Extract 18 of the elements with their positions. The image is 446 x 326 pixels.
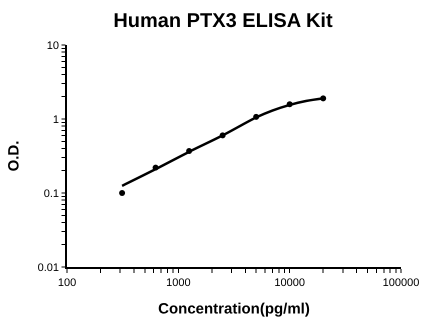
x-tick-label: 10000 <box>274 276 305 289</box>
y-tick-label: 1 <box>52 114 60 126</box>
point <box>220 132 226 138</box>
y-tick-label: 0.1 <box>44 188 60 200</box>
point <box>152 164 159 171</box>
point <box>119 190 126 196</box>
y-tick-label: 0.01 <box>38 262 60 274</box>
x-axis-title: Concentration(pg/ml) <box>158 300 310 318</box>
point <box>320 95 326 102</box>
chart-title: Human PTX3 ELISA Kit <box>113 10 333 32</box>
x-tick-label: 1000 <box>166 276 191 289</box>
x-tick-label: 100 <box>58 276 76 289</box>
point <box>286 101 293 108</box>
y-axis-title: O.D. <box>5 140 22 172</box>
point <box>186 148 192 154</box>
x-tick-label: 100000 <box>382 276 420 289</box>
point <box>253 114 260 120</box>
y-tick-label: 10 <box>46 40 60 52</box>
